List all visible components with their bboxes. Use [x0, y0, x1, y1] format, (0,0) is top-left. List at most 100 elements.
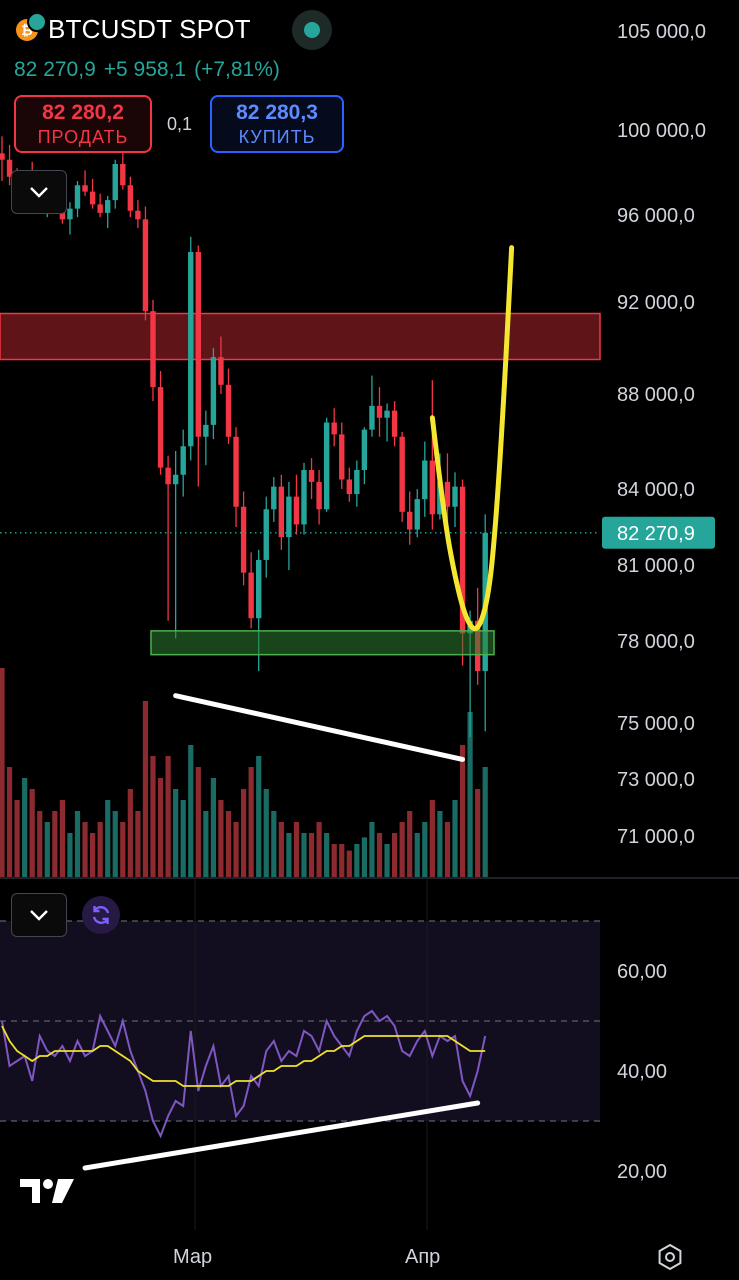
- candle-body: [429, 460, 436, 515]
- volume-bar: [316, 822, 322, 877]
- volume-bar: [59, 800, 65, 877]
- volume-bar: [142, 701, 149, 877]
- candle-body: [127, 185, 134, 211]
- volume-bar: [369, 822, 375, 877]
- candle-body: [74, 185, 81, 209]
- volume-bar: [74, 811, 81, 877]
- price-axis-label: 84 000,0: [617, 479, 695, 501]
- rsi-trendline[interactable]: [82, 1100, 481, 1171]
- volume-bar: [293, 822, 300, 877]
- candle-body: [105, 200, 111, 213]
- price-axis-label: 96 000,0: [617, 205, 695, 227]
- candle-body: [195, 251, 201, 437]
- buy-button[interactable]: 82 280,3 КУПИТЬ: [210, 95, 344, 153]
- volume-bar: [233, 822, 239, 877]
- volume-bar: [120, 822, 126, 877]
- volume-bar: [180, 800, 186, 877]
- candle-body: [391, 410, 398, 437]
- candle-body: [399, 436, 405, 512]
- current-price-label: 82 270,9: [617, 523, 695, 545]
- volume-bar: [112, 811, 118, 877]
- candle-body: [323, 422, 330, 510]
- price-axis-label: 88 000,0: [617, 384, 695, 406]
- volume-bar: [459, 745, 466, 877]
- volume-bar: [225, 811, 232, 877]
- candle-body: [384, 410, 390, 418]
- volume-bar: [286, 833, 292, 877]
- candle-body: [256, 559, 262, 619]
- volume-bar: [407, 811, 413, 877]
- chevron-down-icon: [30, 187, 48, 198]
- candle-body: [331, 422, 337, 435]
- candle-body: [376, 405, 383, 418]
- volume-bar: [195, 767, 201, 877]
- volume-bar: [188, 745, 194, 877]
- price-trendline[interactable]: [173, 693, 466, 762]
- volume-bar: [44, 822, 50, 877]
- candle-body: [369, 405, 375, 430]
- candle-body: [316, 481, 322, 510]
- volume-bar: [67, 833, 73, 877]
- change-abs: +5 958,1: [103, 58, 187, 81]
- price-axis-label: 75 000,0: [617, 713, 695, 735]
- time-axis-label-mar: Мар: [173, 1246, 212, 1268]
- candle-body: [293, 496, 300, 525]
- bitcoin-icon: ₿: [16, 11, 47, 41]
- volume-bar: [482, 767, 488, 877]
- volume-bar: [376, 833, 383, 877]
- candle-body: [248, 572, 254, 619]
- volume-bar: [203, 811, 209, 877]
- volume-bar: [82, 822, 88, 877]
- candle-body: [218, 357, 224, 385]
- buy-price: 82 280,3: [236, 100, 318, 124]
- volume-bar: [210, 778, 216, 877]
- candle-body: [263, 509, 269, 560]
- indicator-refresh-button[interactable]: [82, 896, 120, 934]
- volume-bar: [241, 789, 247, 877]
- time-axis-label-apr: Апр: [405, 1246, 440, 1268]
- collapse-legend-button[interactable]: [11, 170, 67, 214]
- volume-bar: [339, 844, 345, 877]
- collapse-indicator-button[interactable]: [11, 893, 67, 937]
- candle-body: [120, 164, 126, 186]
- volume-bar: [452, 800, 458, 877]
- symbol-header[interactable]: ₿ BTCUSDT SPOT: [16, 11, 251, 45]
- volume-bar: [150, 756, 156, 877]
- volume-bar: [308, 833, 315, 877]
- volume-bar: [52, 811, 58, 877]
- price-axis-label: 73 000,0: [617, 769, 695, 791]
- candle-body: [452, 486, 458, 507]
- volume-bar: [248, 767, 254, 877]
- volume-bar: [354, 844, 360, 877]
- candle-body: [142, 219, 149, 312]
- volume-bar: [278, 822, 284, 877]
- sell-label: ПРОДАТЬ: [37, 126, 129, 147]
- candle-body: [89, 191, 96, 205]
- candle-body: [354, 470, 360, 495]
- demand-zone-rectangle[interactable]: [150, 630, 495, 656]
- volume-bar: [29, 789, 35, 877]
- candle-body: [301, 470, 307, 525]
- price-axis-label: 92 000,0: [617, 292, 695, 314]
- volume-bar: [135, 811, 141, 877]
- sell-button[interactable]: 82 280,2 ПРОДАТЬ: [14, 95, 152, 153]
- volume-bar: [361, 837, 367, 877]
- price-quote: 82 270,9 +5 958,1 (+7,81%): [14, 58, 288, 82]
- yellow-projection-path[interactable]: [429, 245, 515, 632]
- candle-body: [6, 159, 13, 177]
- volume-bar: [90, 833, 96, 877]
- candle-body: [203, 424, 209, 437]
- candle-body: [172, 474, 179, 485]
- volume-bar: [324, 833, 330, 877]
- volume-bar: [218, 800, 224, 877]
- market-status-icon[interactable]: [292, 10, 332, 50]
- sell-price: 82 280,2: [42, 100, 124, 124]
- volume-bar: [0, 668, 5, 877]
- exchange-badge-icon: [27, 11, 47, 32]
- volume-bar: [6, 767, 13, 877]
- volume-bar: [97, 822, 103, 877]
- volume-bar: [14, 800, 20, 877]
- settings-icon[interactable]: [656, 1243, 684, 1271]
- supply-zone-rectangle[interactable]: [0, 312, 601, 361]
